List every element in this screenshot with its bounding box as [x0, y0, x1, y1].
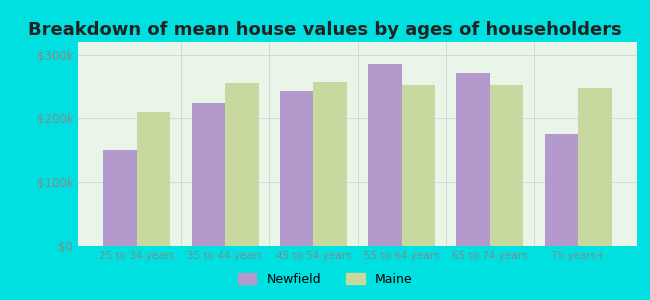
- Bar: [402, 85, 435, 246]
- Bar: [192, 103, 225, 246]
- Bar: [578, 88, 612, 246]
- Bar: [368, 64, 402, 246]
- Legend: Newfield, Maine: Newfield, Maine: [233, 268, 417, 291]
- Bar: [456, 73, 490, 246]
- Bar: [490, 85, 523, 246]
- Bar: [545, 134, 578, 246]
- Bar: [280, 91, 313, 246]
- Text: Breakdown of mean house values by ages of householders: Breakdown of mean house values by ages o…: [28, 21, 622, 39]
- Bar: [225, 83, 259, 246]
- Bar: [103, 150, 137, 246]
- Bar: [313, 82, 347, 246]
- Bar: [137, 112, 170, 246]
